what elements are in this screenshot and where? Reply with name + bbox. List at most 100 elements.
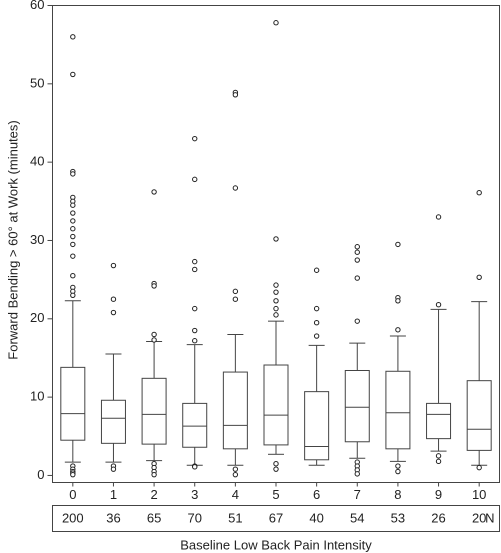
outlier	[110, 466, 117, 472]
outlier	[395, 463, 401, 469]
outlier	[313, 267, 320, 273]
outlier	[70, 218, 76, 224]
x-tick-label: 1	[110, 487, 117, 502]
x-tick-label: 0	[69, 487, 76, 502]
x-tick-label: 5	[272, 487, 279, 502]
outlier	[151, 331, 157, 338]
n-value: 67	[269, 510, 283, 525]
outlier	[232, 92, 239, 98]
n-row-frame	[52, 505, 500, 532]
outlier	[395, 327, 401, 333]
box	[222, 371, 248, 450]
outlier	[232, 185, 239, 191]
outlier	[192, 266, 198, 273]
box	[263, 364, 289, 446]
box	[466, 380, 492, 451]
outlier	[151, 283, 157, 289]
outlier	[192, 305, 198, 312]
outlier	[70, 226, 76, 232]
outlier	[354, 471, 360, 477]
y-axis-label: Forward Bending > 60° at Work (minutes)	[5, 120, 20, 359]
outlier	[313, 333, 320, 339]
outlier	[313, 305, 320, 312]
box	[60, 366, 86, 441]
outlier	[435, 302, 442, 308]
outlier	[70, 71, 76, 78]
n-value: 40	[309, 510, 323, 525]
n-value: 53	[391, 510, 405, 525]
outlier	[151, 471, 157, 478]
x-tick-label: 10	[472, 487, 486, 502]
outlier	[70, 253, 76, 259]
x-tick-label: 9	[435, 487, 442, 502]
outlier	[273, 466, 279, 472]
outlier	[273, 282, 279, 288]
outlier	[192, 464, 198, 470]
box	[304, 391, 330, 461]
outlier	[435, 214, 442, 220]
outlier	[354, 318, 360, 324]
outlier	[395, 298, 401, 304]
outlier	[232, 296, 239, 302]
outlier	[273, 289, 279, 295]
y-tick-label: 20	[30, 310, 44, 325]
box	[141, 377, 167, 445]
outlier	[435, 458, 442, 465]
n-value: 70	[187, 510, 201, 525]
outlier	[354, 249, 360, 255]
outlier	[476, 464, 482, 471]
outlier	[354, 244, 360, 250]
outlier	[151, 189, 157, 195]
x-tick-label: 7	[354, 487, 361, 502]
outlier	[70, 292, 76, 299]
y-tick-label: 60	[30, 0, 44, 12]
n-value: 26	[431, 510, 445, 525]
outlier	[476, 274, 482, 280]
y-tick-label: 10	[30, 389, 44, 404]
outlier	[273, 461, 279, 467]
n-value: 51	[228, 510, 242, 525]
outlier	[273, 236, 279, 242]
outlier	[70, 202, 76, 208]
outlier	[273, 20, 279, 26]
outlier	[151, 337, 157, 343]
box	[182, 402, 208, 448]
outlier	[110, 309, 117, 316]
outlier	[395, 241, 401, 248]
outlier	[232, 288, 239, 295]
outlier	[70, 241, 76, 248]
n-value: 54	[350, 510, 364, 525]
outlier	[273, 298, 279, 304]
y-tick-label: 30	[30, 232, 44, 247]
outlier	[192, 135, 198, 142]
box	[385, 370, 411, 450]
y-tick-label: 50	[30, 75, 44, 90]
outlier	[110, 262, 117, 269]
outlier	[70, 233, 76, 240]
n-value: 200	[62, 510, 84, 525]
n-label: N	[485, 510, 494, 525]
box	[426, 402, 452, 440]
outlier	[232, 466, 239, 472]
box	[100, 399, 126, 444]
outlier	[476, 189, 482, 196]
n-value: 65	[147, 510, 161, 525]
outlier	[232, 471, 239, 478]
outlier	[435, 453, 442, 459]
outlier	[354, 275, 360, 281]
outlier	[313, 320, 320, 326]
y-tick-label: 40	[30, 154, 44, 169]
x-tick-label: 8	[394, 487, 401, 502]
y-tick-label: 0	[37, 467, 44, 482]
x-tick-label: 2	[150, 487, 157, 502]
outlier	[192, 258, 198, 265]
outlier	[70, 273, 76, 279]
outlier	[192, 327, 198, 334]
outlier	[273, 305, 279, 312]
x-tick-label: 4	[232, 487, 239, 502]
outlier	[395, 468, 401, 475]
outlier	[70, 34, 76, 40]
outlier	[273, 312, 279, 318]
n-value: 36	[106, 510, 120, 525]
